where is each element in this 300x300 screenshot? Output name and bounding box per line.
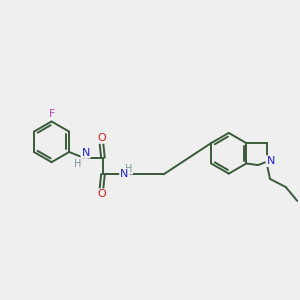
Text: O: O xyxy=(97,133,106,143)
Text: H: H xyxy=(125,164,132,174)
Text: N: N xyxy=(120,169,128,179)
Text: N: N xyxy=(266,156,275,166)
Text: H: H xyxy=(74,159,82,169)
Text: N: N xyxy=(81,148,90,158)
Text: F: F xyxy=(49,109,56,119)
Text: O: O xyxy=(97,189,106,199)
